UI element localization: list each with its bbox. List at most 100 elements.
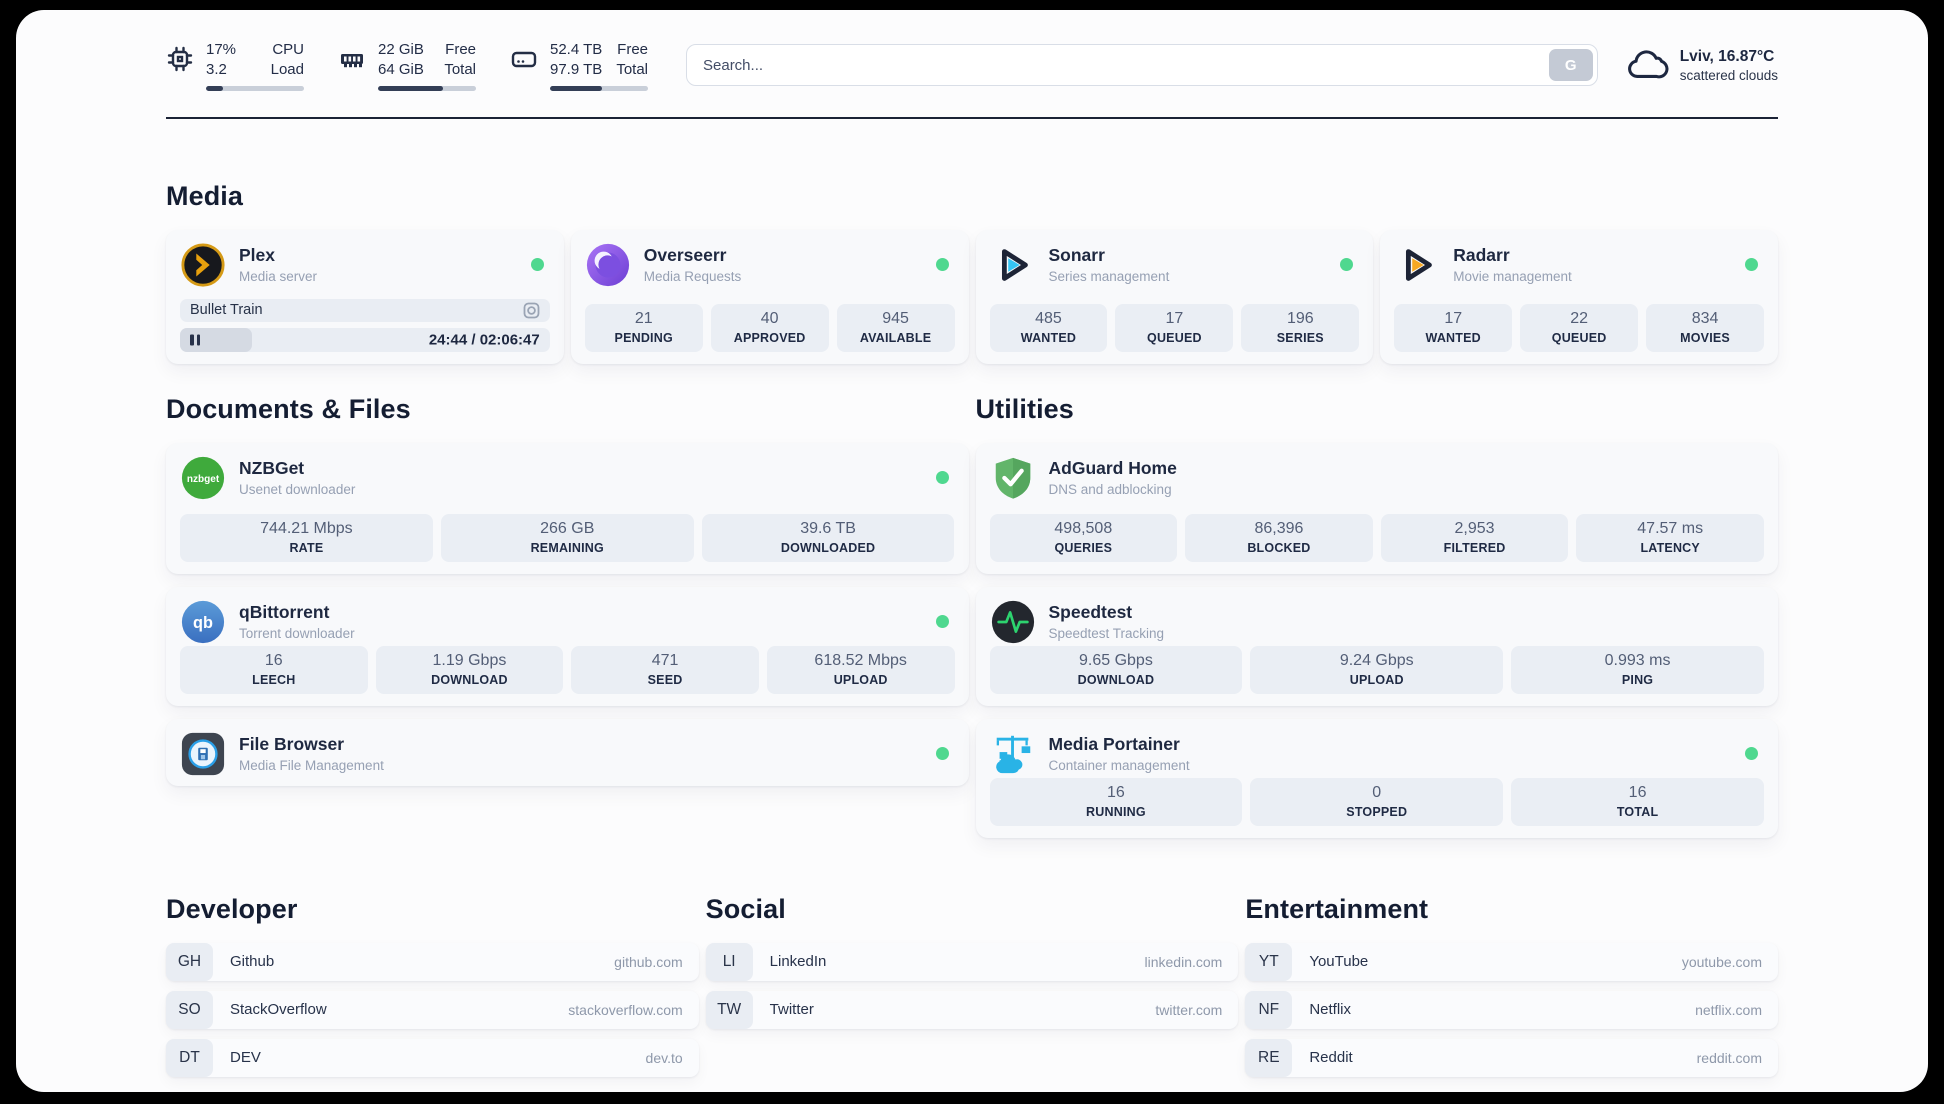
- bookmark-abbr-badge: GH: [166, 942, 213, 981]
- app-card-portainer[interactable]: Media Portainer Container management 16 …: [975, 718, 1778, 838]
- hard-drive-icon: [511, 51, 537, 68]
- weather-location-temp: Lviv, 16.87°C: [1679, 47, 1775, 65]
- cpu-stat: 17% 3.2 CPU Load: [166, 40, 304, 91]
- app-card-speedtest[interactable]: Speedtest Speedtest Tracking 9.65 Gbps D…: [975, 586, 1778, 706]
- disk-progress-bar: [550, 85, 648, 91]
- bookmark-linkedin[interactable]: LI LinkedIn linkedin.com: [705, 942, 1239, 981]
- stat-box: 2,953 FILTERED: [1380, 513, 1569, 562]
- memory-total-label: Total: [444, 61, 476, 79]
- stat-box: 9.65 Gbps DOWNLOAD: [989, 645, 1243, 694]
- bookmark-group-entertainment: Entertainment YT YouTube youtube.com NF …: [1245, 894, 1778, 1087]
- status-dot: [935, 615, 949, 628]
- now-playing-row[interactable]: Bullet Train: [180, 298, 550, 322]
- app-card-nzbget[interactable]: nzbget NZBGet Usenet downloader 744.21 M…: [166, 442, 969, 574]
- bookmark-twitter[interactable]: TW Twitter twitter.com: [705, 990, 1239, 1029]
- app-card-sonarr[interactable]: Sonarr Series management 485 WANTED 17 Q…: [975, 229, 1374, 364]
- section-title-developer: Developer: [166, 893, 298, 924]
- app-name: Radarr: [1453, 245, 1510, 265]
- app-card-radarr[interactable]: Radarr Movie management 17 WANTED 22 QUE…: [1380, 229, 1778, 364]
- plex-icon: [180, 242, 226, 288]
- stat-box: 17 QUEUED: [1115, 303, 1234, 352]
- app-description: Container management: [1048, 758, 1190, 773]
- dashboard-page: 17% 3.2 CPU Load: [16, 10, 1928, 1092]
- stat-box: 86,396 BLOCKED: [1185, 513, 1373, 562]
- app-description: DNS and adblocking: [1048, 482, 1172, 497]
- bookmark-group-developer: Developer GH Github github.com SO StackO…: [166, 894, 699, 1087]
- search-engine-button[interactable]: G: [1548, 49, 1593, 82]
- section-title-utilities: Utilities: [975, 393, 1074, 424]
- cloud-icon: [1627, 50, 1669, 79]
- bookmark-reddit[interactable]: RE Reddit reddit.com: [1245, 1038, 1778, 1077]
- app-name: Media Portainer: [1048, 734, 1180, 754]
- app-name: NZBGet: [239, 458, 305, 478]
- stat-box: 40 APPROVED: [710, 303, 829, 352]
- app-name: AdGuard Home: [1048, 458, 1177, 478]
- stat-box: 498,508 QUERIES: [989, 513, 1178, 562]
- cpu-usage-value: 17%: [206, 41, 237, 58]
- section-title-media: Media: [166, 180, 244, 211]
- app-name: Sonarr: [1048, 245, 1105, 265]
- app-name: Speedtest: [1048, 602, 1133, 622]
- stat-box: 471 SEED: [571, 645, 759, 694]
- status-dot: [935, 258, 949, 271]
- memory-stat: 22 GiB 64 GiB Free Total: [338, 40, 476, 91]
- pause-icon: [190, 334, 200, 346]
- bookmark-stackoverflow[interactable]: SO StackOverflow stackoverflow.com: [166, 990, 699, 1029]
- playback-time: 24:44 / 02:06:47: [428, 331, 540, 349]
- bookmark-dev[interactable]: DT DEV dev.to: [166, 1038, 699, 1077]
- radarr-icon: [1394, 242, 1440, 288]
- disk-free-value: 52.4 TB: [550, 41, 603, 58]
- portainer-crane-icon: [990, 731, 1036, 777]
- weather-condition: scattered clouds: [1679, 67, 1778, 83]
- app-card-overseerr[interactable]: Overseerr Media Requests 21 PENDING 40 A…: [570, 229, 969, 364]
- memory-free-label: Free: [445, 41, 476, 58]
- overseerr-icon: [585, 242, 631, 288]
- bookmark-netflix[interactable]: NF Netflix netflix.com: [1245, 990, 1778, 1029]
- app-name: Overseerr: [643, 245, 727, 265]
- app-description: Media server: [239, 269, 318, 284]
- bookmark-youtube[interactable]: YT YouTube youtube.com: [1245, 942, 1778, 981]
- memory-total-value: 64 GiB: [378, 61, 424, 79]
- memory-progress-bar: [378, 85, 476, 91]
- app-description: Torrent downloader: [239, 626, 355, 641]
- section-documents: Documents & Files nzbget NZBGet Usenet d…: [166, 394, 969, 786]
- status-dot: [1340, 258, 1354, 271]
- system-stats: 17% 3.2 CPU Load: [166, 40, 648, 91]
- stat-box: 1.19 Gbps DOWNLOAD: [375, 645, 564, 694]
- cpu-load-value: 3.2: [206, 61, 227, 79]
- bookmark-abbr-badge: TW: [705, 990, 753, 1029]
- app-description: Media File Management: [239, 758, 384, 773]
- nzbget-icon: nzbget: [180, 455, 226, 501]
- bookmark-github[interactable]: GH Github github.com: [166, 942, 699, 981]
- memory-free-value: 22 GiB: [378, 41, 424, 58]
- section-title-documents: Documents & Files: [166, 393, 411, 424]
- disk-total-label: Total: [616, 61, 648, 79]
- video-icon: [523, 302, 540, 319]
- search-input[interactable]: [686, 44, 1598, 87]
- app-description: Speedtest Tracking: [1048, 626, 1165, 641]
- stat-box: 0.993 ms PING: [1511, 645, 1764, 694]
- stat-box: 744.21 Mbps RATE: [180, 513, 433, 562]
- cpu-label: CPU: [272, 41, 304, 58]
- status-dot: [1745, 747, 1758, 760]
- top-bar: 17% 3.2 CPU Load: [166, 40, 1778, 91]
- app-description: Series management: [1048, 269, 1170, 284]
- cpu-progress-bar: [206, 85, 304, 91]
- app-name: File Browser: [239, 734, 345, 754]
- app-description: Usenet downloader: [239, 482, 356, 497]
- bookmark-group-social: Social LI LinkedIn linkedin.com TW Twitt…: [705, 894, 1239, 1039]
- bookmark-abbr-badge: NF: [1245, 990, 1293, 1029]
- app-card-qbittorrent[interactable]: qb qBittorrent Torrent downloader 16 LEE…: [166, 586, 969, 706]
- stat-box: 0 STOPPED: [1250, 777, 1504, 826]
- stat-box: 485 WANTED: [989, 303, 1108, 352]
- app-card-filebrowser[interactable]: File Browser Media File Management: [166, 718, 969, 786]
- status-dot: [1745, 258, 1758, 271]
- app-card-plex[interactable]: Plex Media server Bullet Train 24:44 / 0: [166, 229, 564, 364]
- playback-progress-row[interactable]: 24:44 / 02:06:47: [180, 328, 550, 352]
- bookmark-abbr-badge: DT: [166, 1038, 213, 1077]
- stat-box: 22 QUEUED: [1520, 303, 1639, 352]
- app-card-adguard[interactable]: AdGuard Home DNS and adblocking 498,508 …: [975, 442, 1778, 574]
- section-utilities: Utilities AdGuard Home DNS and adblockin…: [975, 393, 1778, 838]
- svg-text:nzbget: nzbget: [187, 473, 220, 484]
- disk-stat: 52.4 TB 97.9 TB Free Total: [510, 40, 648, 91]
